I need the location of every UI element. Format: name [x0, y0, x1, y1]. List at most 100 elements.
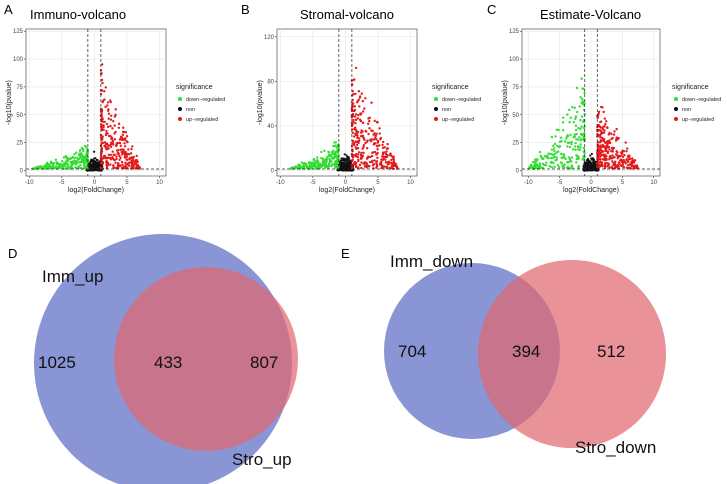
- point-down: [563, 163, 566, 166]
- point-up: [112, 143, 115, 146]
- x-tick-label: 10: [156, 180, 163, 186]
- panel-letter-d: D: [8, 246, 17, 261]
- point-down: [575, 86, 579, 90]
- point-down: [320, 164, 323, 168]
- legend: significance down−regulated non up−regulate…: [432, 84, 481, 123]
- point-up: [356, 117, 360, 120]
- point-non: [94, 164, 97, 167]
- point-up: [368, 119, 371, 123]
- point-down: [300, 161, 304, 164]
- point-up: [106, 156, 109, 160]
- point-down: [562, 153, 565, 156]
- point-down: [550, 160, 553, 164]
- point-non: [591, 164, 594, 167]
- point-up: [378, 132, 381, 135]
- point-down: [574, 128, 578, 132]
- point-up: [354, 92, 357, 96]
- point-down: [326, 155, 329, 159]
- point-up: [367, 132, 370, 136]
- point-up: [626, 166, 629, 169]
- point-non: [587, 162, 591, 166]
- point-up: [375, 132, 378, 136]
- panel-letter-e: E: [341, 246, 350, 261]
- point-up: [353, 78, 356, 81]
- y-axis-label: -log10(pvalue): [6, 80, 13, 125]
- plot-title-immuno: Immuno-volcano: [30, 7, 126, 22]
- point-down: [337, 143, 340, 146]
- y-tick-label: 100: [509, 57, 520, 63]
- point-up: [113, 138, 117, 141]
- point-non: [96, 169, 100, 172]
- point-up: [122, 148, 125, 151]
- point-up: [357, 151, 361, 154]
- point-down: [571, 148, 575, 151]
- point-up: [361, 121, 365, 125]
- point-up: [125, 153, 128, 156]
- point-up: [114, 161, 117, 164]
- venn-set-label-stro-down: Stro_down: [575, 438, 656, 457]
- point-up: [352, 109, 355, 113]
- point-up: [115, 142, 118, 145]
- point-up: [612, 163, 615, 167]
- point-up: [604, 141, 607, 145]
- point-up: [354, 121, 357, 125]
- point-up: [601, 145, 604, 149]
- point-down: [579, 118, 582, 122]
- point-up: [134, 167, 137, 170]
- point-up: [596, 143, 599, 146]
- point-down: [543, 155, 547, 158]
- venn-set-label-stro-up: Stro_up: [232, 450, 292, 469]
- point-up: [106, 132, 109, 135]
- point-down: [75, 159, 78, 163]
- point-up: [104, 105, 107, 109]
- point-down: [81, 155, 85, 159]
- point-down: [83, 144, 87, 148]
- point-up: [351, 148, 354, 151]
- point-up: [612, 146, 616, 150]
- point-up: [599, 139, 603, 142]
- point-up: [364, 141, 367, 145]
- point-up: [393, 162, 396, 166]
- point-non: [589, 154, 592, 157]
- point-up: [124, 131, 128, 134]
- y-tick-label: 40: [267, 124, 274, 130]
- point-up: [120, 160, 124, 164]
- point-up: [358, 96, 362, 99]
- point-up: [121, 137, 125, 141]
- point-up: [362, 137, 365, 140]
- point-up: [119, 148, 122, 151]
- point-down: [302, 163, 305, 166]
- point-up: [353, 143, 356, 147]
- panel-letter-a: A: [4, 2, 13, 17]
- venn-count-down-overlap: 394: [512, 342, 540, 361]
- point-up: [104, 86, 107, 89]
- point-up: [100, 127, 104, 131]
- point-up: [599, 120, 602, 124]
- point-up: [374, 136, 377, 140]
- point-up: [357, 98, 360, 101]
- point-up: [352, 118, 355, 122]
- point-down: [535, 159, 538, 163]
- point-up: [598, 157, 602, 160]
- point-non: [584, 166, 588, 169]
- point-up: [111, 157, 115, 160]
- point-up: [618, 162, 621, 165]
- point-down: [73, 156, 77, 160]
- point-down: [577, 126, 580, 130]
- point-up: [603, 164, 607, 168]
- point-up: [612, 133, 616, 136]
- point-up: [103, 120, 106, 124]
- point-down: [323, 149, 326, 153]
- point-down: [569, 133, 572, 137]
- point-up: [602, 110, 605, 114]
- x-tick-label: 10: [407, 180, 414, 186]
- point-down: [45, 161, 49, 165]
- point-up: [371, 129, 374, 133]
- point-down: [62, 156, 66, 159]
- point-up: [366, 122, 370, 125]
- point-up: [602, 125, 605, 128]
- point-up: [372, 143, 376, 146]
- point-up: [606, 126, 609, 130]
- point-up: [354, 128, 357, 131]
- point-down: [547, 157, 550, 160]
